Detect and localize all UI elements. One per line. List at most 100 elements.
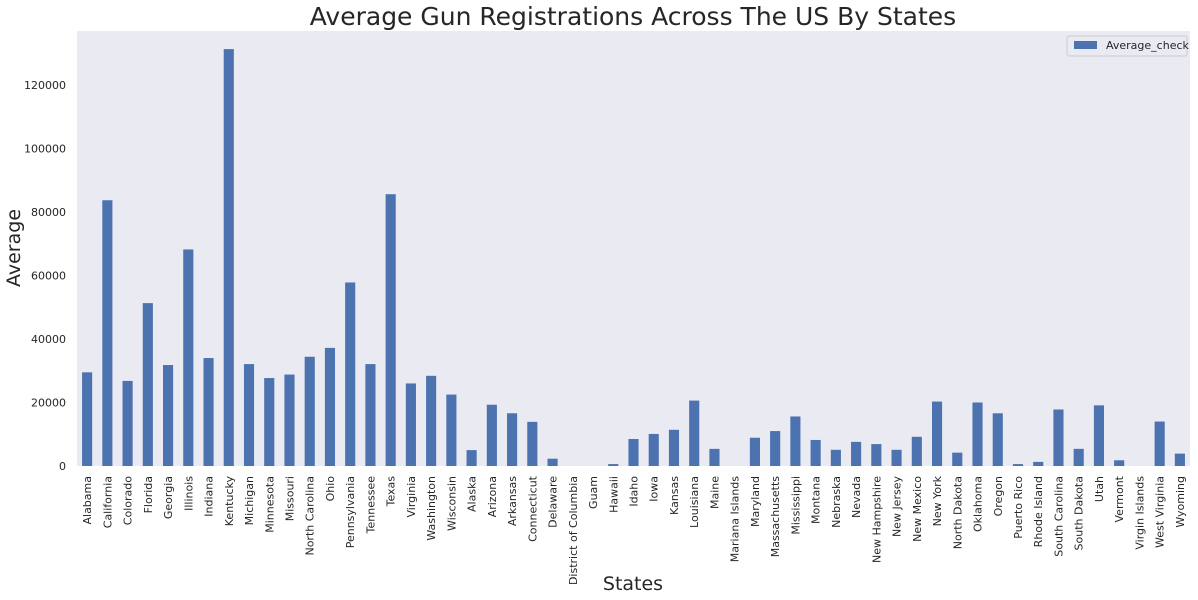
y-tick-label: 120000 (24, 79, 66, 92)
x-tick-label: Washington (425, 476, 438, 541)
y-tick-label: 20000 (31, 397, 66, 410)
y-tick-label: 40000 (31, 333, 66, 346)
x-tick-label: Connecticut (526, 475, 539, 542)
x-tick-label: Arkansas (506, 476, 519, 526)
bar (466, 450, 477, 466)
x-tick-label: North Carolina (304, 476, 317, 556)
x-tick-label: Alaska (466, 476, 479, 512)
legend: Average_check (1066, 35, 1190, 57)
bar (790, 416, 801, 466)
bars-group (82, 49, 1185, 467)
bar (931, 401, 943, 466)
bar (1073, 448, 1084, 466)
bar (770, 431, 781, 466)
x-tick-label: Pennsylvania (344, 476, 357, 548)
x-tick-label: Oklahoma (972, 476, 985, 532)
y-axis-label: Average (3, 209, 25, 287)
bar (992, 413, 1003, 466)
chart-title: Average Gun Registrations Across The US … (310, 2, 956, 31)
x-tick-label: Tennessee (364, 476, 377, 535)
bar (203, 358, 214, 466)
x-tick-label: Idaho (628, 476, 641, 507)
bar (628, 439, 639, 466)
x-tick-label: Michigan (243, 476, 256, 525)
bar (810, 439, 821, 466)
bar (82, 372, 93, 466)
bar (1033, 461, 1044, 466)
bar (243, 364, 255, 466)
bar (911, 436, 922, 466)
bar (507, 413, 518, 466)
bar (304, 356, 315, 466)
y-tick-label: 100000 (24, 142, 66, 155)
bar (891, 449, 902, 466)
bar (102, 200, 113, 467)
x-tick-label: Vermont (1113, 475, 1126, 522)
bar (426, 375, 437, 466)
bar (871, 444, 882, 466)
plot-background (77, 31, 1190, 466)
bar (284, 374, 295, 466)
bar (1053, 409, 1064, 466)
bar (324, 347, 336, 466)
x-tick-label: Puerto Rico (1012, 476, 1025, 539)
y-tick-label: 0 (59, 460, 66, 473)
x-tick-label: Iowa (648, 476, 661, 502)
bar (446, 394, 457, 466)
bar (648, 433, 659, 466)
bar (972, 402, 983, 466)
bar (405, 383, 416, 466)
bar (547, 458, 558, 466)
x-tick-label: Maryland (749, 476, 762, 527)
x-tick-label: California (101, 476, 114, 528)
legend-swatch (1074, 41, 1097, 49)
bar (486, 404, 497, 466)
x-tick-label: Arizona (486, 476, 499, 517)
y-ticks: 0 20000 40000 60000 80000 100000 120000 (24, 79, 66, 473)
x-tick-label: Kentucky (223, 476, 236, 527)
x-tick-label: Utah (1093, 476, 1106, 502)
bar (183, 249, 194, 466)
x-tick-label: Indiana (203, 476, 216, 517)
x-tick-label: Wyoming (1174, 476, 1187, 528)
x-tick-label: Hawaii (607, 476, 620, 513)
bar (142, 303, 153, 466)
x-tick-label: North Dakota (951, 476, 964, 549)
x-tick-label: Nebraska (830, 476, 843, 528)
bar (689, 400, 700, 466)
bar (1174, 453, 1185, 466)
bar (1114, 460, 1125, 466)
x-tick-label: Nevada (850, 476, 863, 518)
x-tick-label: Georgia (162, 476, 175, 519)
x-tick-label: Colorado (122, 476, 135, 525)
bar (365, 364, 376, 466)
bar (122, 380, 133, 466)
x-tick-label: Delaware (547, 476, 560, 528)
x-ticks: Alabama California Colorado Florida Georgia I… (81, 475, 1187, 585)
x-tick-label: Ohio (324, 476, 337, 502)
bar (345, 282, 356, 466)
bar (668, 429, 680, 466)
bar (223, 49, 234, 466)
x-tick-label: Guam (587, 476, 600, 509)
bar (1093, 405, 1104, 466)
bar (608, 464, 619, 466)
bar (952, 452, 963, 466)
x-tick-label: New Mexico (911, 476, 924, 542)
x-tick-label: Minnesota (263, 476, 276, 533)
x-tick-label: Florida (142, 476, 155, 513)
bar (830, 449, 841, 466)
x-tick-label: Texas (385, 476, 398, 508)
x-tick-label: Missouri (283, 476, 296, 521)
x-tick-label: Montana (810, 476, 823, 524)
bar (749, 437, 760, 466)
x-tick-label: Illinois (182, 476, 195, 511)
x-tick-label: New Jersey (891, 476, 904, 538)
x-tick-label: Mariana Islands (729, 476, 742, 562)
x-tick-label: Rhode Island (1032, 476, 1045, 547)
bar (851, 441, 862, 466)
y-tick-label: 60000 (31, 269, 66, 282)
x-tick-label: District of Columbia (567, 476, 580, 585)
x-tick-label: New York (931, 475, 944, 526)
